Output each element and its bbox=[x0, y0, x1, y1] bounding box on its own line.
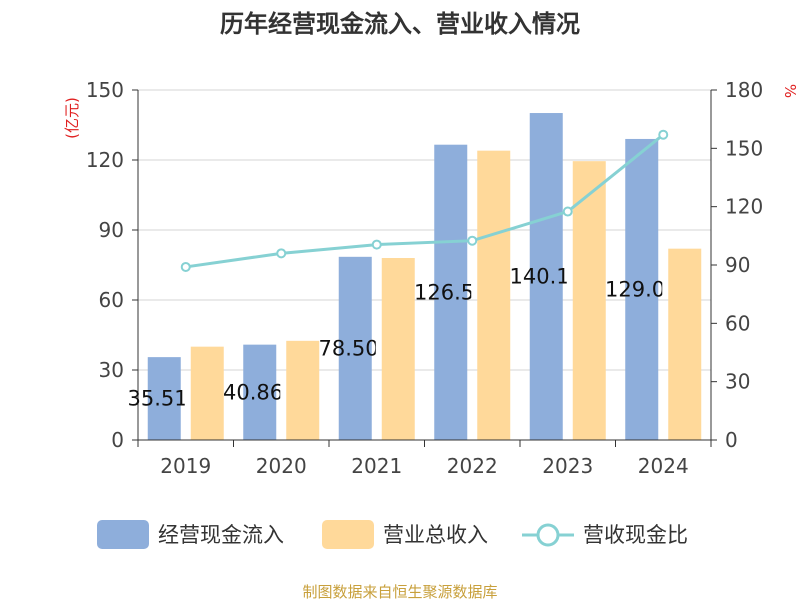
x-axis-tick-label: 2021 bbox=[351, 454, 402, 478]
bar-revenue bbox=[286, 340, 320, 440]
right-axis-tick-label: 0 bbox=[725, 428, 738, 452]
legend-label-revenue[interactable]: 营业总收入 bbox=[383, 523, 488, 547]
bar-revenue bbox=[477, 150, 511, 440]
bar-cash-inflow bbox=[243, 344, 277, 440]
axes: 0 30 60 90 120 150 0 30 60 90 120 150 180 2019 2020 202… bbox=[86, 78, 763, 478]
ratio-series-line bbox=[185, 133, 665, 269]
bar-cash-inflow bbox=[434, 144, 468, 440]
left-axis-tick-label: 120 bbox=[86, 148, 124, 172]
ratio-point bbox=[562, 206, 573, 217]
legend-swatch-revenue bbox=[322, 520, 374, 549]
bar-revenue bbox=[381, 258, 415, 440]
ratio-point bbox=[467, 235, 478, 246]
right-axis-tick-label: 150 bbox=[725, 136, 763, 160]
right-axis-unit: % bbox=[781, 84, 799, 98]
right-axis-tick-label: 30 bbox=[725, 370, 750, 394]
left-axis-tick-label: 30 bbox=[99, 358, 124, 382]
right-axis-tick-label: 90 bbox=[725, 253, 750, 277]
x-axis-tick-label: 2023 bbox=[542, 454, 593, 478]
left-axis-tick-label: 0 bbox=[111, 428, 124, 452]
bar-data-label: 40.868 bbox=[223, 380, 296, 404]
bar-cash-inflow bbox=[529, 113, 563, 440]
x-axis-tick-label: 2024 bbox=[638, 454, 689, 478]
right-axis-tick-label: 60 bbox=[725, 311, 750, 335]
legend-label-ratio[interactable]: 营收现金比 bbox=[583, 523, 688, 547]
bar-cash-inflow bbox=[147, 357, 181, 440]
bar-revenue bbox=[572, 161, 606, 440]
bar-cash-inflow bbox=[338, 256, 372, 440]
right-axis-tick-label: 180 bbox=[725, 78, 763, 102]
chart-title: 历年经营现金流入、营业收入情况 bbox=[220, 10, 580, 38]
bar-revenue bbox=[190, 346, 224, 440]
ratio-point bbox=[371, 239, 382, 250]
x-axis-tick-label: 2019 bbox=[160, 454, 211, 478]
bar-revenue bbox=[668, 248, 702, 440]
bar-data-label: 78.506 bbox=[319, 336, 392, 360]
bars bbox=[147, 113, 702, 440]
right-axis-tick-label: 120 bbox=[725, 195, 763, 219]
x-axis-tick-label: 2020 bbox=[256, 454, 307, 478]
data-labels: 35.516 40.868 78.506 126.56 140.13 129.02 bbox=[128, 265, 678, 411]
left-axis-tick-label: 150 bbox=[86, 78, 124, 102]
legend-swatch-cash-inflow bbox=[97, 520, 149, 549]
ratio-line bbox=[180, 129, 669, 272]
source-note: 制图数据来自恒生聚源数据库 bbox=[302, 583, 497, 600]
bar-data-label: 35.516 bbox=[128, 387, 201, 411]
x-axis-tick-label: 2022 bbox=[447, 454, 498, 478]
bar-data-label: 129.02 bbox=[605, 277, 678, 301]
bar-cash-inflow bbox=[625, 138, 659, 440]
legend-label-cash-inflow[interactable]: 经营现金流入 bbox=[158, 523, 284, 547]
legend: 经营现金流入 营业总收入 营收现金比 bbox=[97, 520, 688, 549]
bar-data-label: 126.56 bbox=[414, 280, 487, 304]
ratio-point bbox=[658, 129, 669, 140]
bar-data-label: 140.13 bbox=[510, 265, 583, 289]
ratio-point bbox=[276, 248, 287, 259]
left-axis-tick-label: 90 bbox=[99, 218, 124, 242]
left-axis-tick-label: 60 bbox=[99, 288, 124, 312]
legend-swatch-ratio-marker bbox=[536, 523, 560, 547]
left-axis-unit: (亿元) bbox=[63, 97, 81, 139]
ratio-point bbox=[180, 261, 191, 272]
gridlines bbox=[138, 89, 711, 371]
